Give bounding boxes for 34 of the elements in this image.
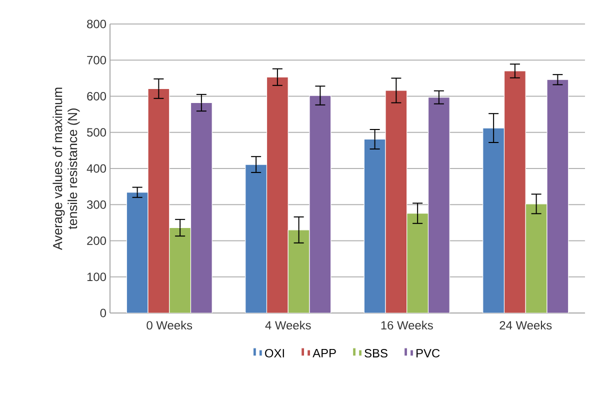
bar (126, 192, 148, 313)
y-tick-label: 700 (87, 56, 106, 64)
y-tick-label: 800 (87, 20, 106, 28)
legend-label: APP (312, 349, 336, 358)
y-tick-label: 400 (86, 164, 106, 173)
bar (364, 138, 386, 313)
bar (504, 70, 526, 313)
y-tick-label: 0 (100, 308, 106, 318)
bar (266, 76, 288, 313)
bar (288, 230, 310, 313)
bar (309, 95, 332, 313)
x-tick-label: 4 Weeks (265, 320, 311, 330)
bar (169, 227, 192, 313)
bar (546, 79, 569, 313)
bar (148, 88, 170, 313)
y-axis-title: Average values of maximum tensile resistance (N) (52, 88, 80, 250)
legend-label: OXI (265, 348, 284, 358)
bar (428, 97, 450, 313)
legend-label: PVC (416, 348, 440, 358)
bar (245, 164, 268, 313)
x-tick-label: 16 Weeks (381, 320, 433, 330)
legend-label: SBS (364, 348, 388, 358)
y-tick-label: 100 (87, 272, 106, 282)
x-tick-label: 24 Weeks (500, 320, 552, 330)
bar (482, 128, 505, 313)
bar (525, 204, 548, 313)
y-tick-label: 300 (86, 200, 106, 209)
bar (406, 212, 429, 313)
bar (190, 102, 212, 313)
y-tick-label: 500 (87, 128, 106, 137)
x-tick-label: 0 Weeks (146, 320, 192, 330)
y-tick-label: 600 (87, 92, 106, 100)
y-tick-label: 200 (87, 236, 106, 245)
bar (385, 90, 408, 313)
